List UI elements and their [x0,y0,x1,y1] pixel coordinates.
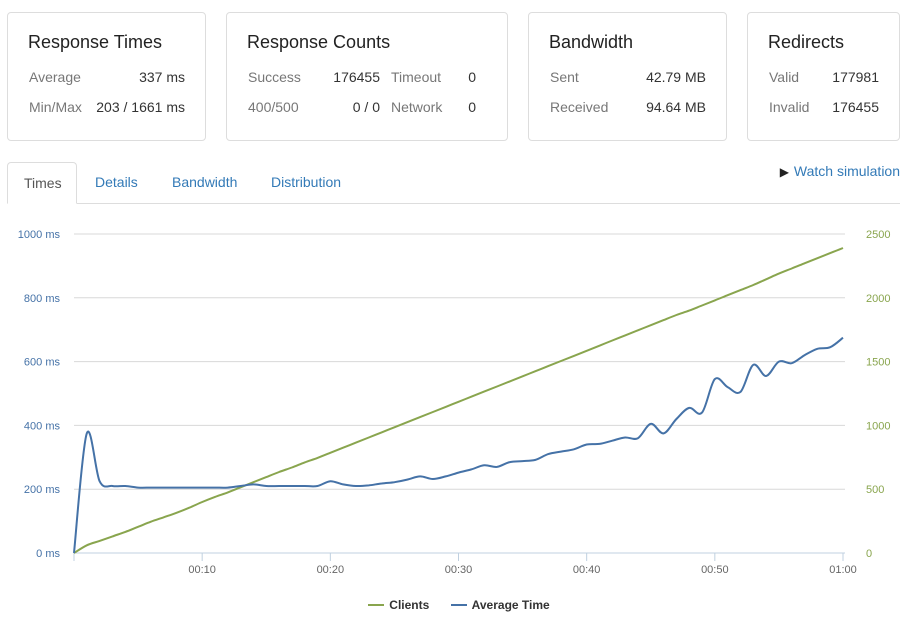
error-value: 0 / 0 [352,99,380,115]
response-times-title: Response Times [28,32,163,52]
y-left-tick-label: 200 ms [24,484,61,496]
error-label: 400/500 [248,99,299,115]
legend-label-average-time: Average Time [471,598,550,612]
legend-label-clients: Clients [389,598,430,612]
tab-details[interactable]: Details [95,174,138,190]
tab-bandwidth[interactable]: Bandwidth [172,174,238,190]
minmax-value: 203 / 1661 ms [96,99,185,115]
tab-distribution[interactable]: Distribution [271,174,342,190]
valid-label: Valid [769,69,800,85]
response-times-card: Response Times Average 337 ms Min/Max 20… [7,12,206,141]
x-tick-label: 00:40 [573,564,601,576]
y-right-tick-label: 1000 [866,420,890,432]
y-left-tick-label: 400 ms [24,420,61,432]
redirects-title: Redirects [768,32,845,52]
success-value: 176455 [333,69,380,85]
y-right-tick-label: 2000 [866,293,890,305]
series-line-clients [73,247,844,554]
y-left-tick-label: 1000 ms [18,229,61,241]
x-tick-label: 00:50 [701,564,729,576]
bandwidth-card: Bandwidth Sent 42.79 MB Received 94.64 M… [528,12,727,141]
sent-value: 42.79 MB [646,69,706,85]
x-tick-label: 00:10 [188,564,216,576]
play-icon: ▶ [779,165,789,179]
invalid-label: Invalid [769,99,810,115]
chart-tabs: Times Details Bandwidth Distribution [7,162,900,204]
x-tick-label: 00:20 [317,564,345,576]
response-counts-title: Response Counts [247,32,391,52]
response-counts-card: Response Counts Success 176455 Timeout 0… [226,12,508,141]
received-label: Received [550,99,609,115]
received-value: 94.64 MB [646,99,706,115]
minmax-label: Min/Max [29,99,82,115]
legend-swatch-clients [368,603,385,606]
x-tick-label: 01:00 [829,564,857,576]
network-label: Network [391,99,443,115]
x-tick-label: 00:30 [445,564,473,576]
watch-simulation-label: Watch simulation [793,163,900,179]
legend-item-average-time[interactable]: Average Time [450,598,550,612]
series-line-average-time [73,336,844,554]
y-right-tick-label: 500 [866,484,884,496]
y-right-tick-label: 0 [866,548,872,560]
bandwidth-title: Bandwidth [549,32,634,52]
y-left-tick-label: 800 ms [24,293,61,305]
success-label: Success [248,69,301,85]
average-label: Average [29,69,81,85]
y-left-tick-label: 0 ms [36,548,60,560]
y-left-tick-label: 600 ms [24,357,61,369]
y-right-tick-label: 2500 [866,229,890,241]
watch-simulation-link[interactable]: ▶ Watch simulation [780,163,900,179]
y-right-tick-label: 1500 [866,357,890,369]
timeout-value: 0 [468,69,476,85]
chart-legend: Clients Average Time [0,598,918,612]
invalid-value: 176455 [832,99,879,115]
legend-swatch-average-time [450,603,467,606]
sent-label: Sent [550,69,579,85]
network-value: 0 [468,99,476,115]
valid-value: 177981 [832,69,879,85]
timeout-label: Timeout [391,69,442,85]
average-value: 337 ms [139,69,185,85]
times-chart: 0 ms 200 ms 400 ms 600 ms 800 ms 1000 ms 0 500 1… [18,229,891,576]
redirects-card: Redirects Valid 177981 Invalid 176455 [747,12,900,141]
tab-times[interactable]: Times [7,162,77,204]
legend-item-clients[interactable]: Clients [368,598,429,612]
